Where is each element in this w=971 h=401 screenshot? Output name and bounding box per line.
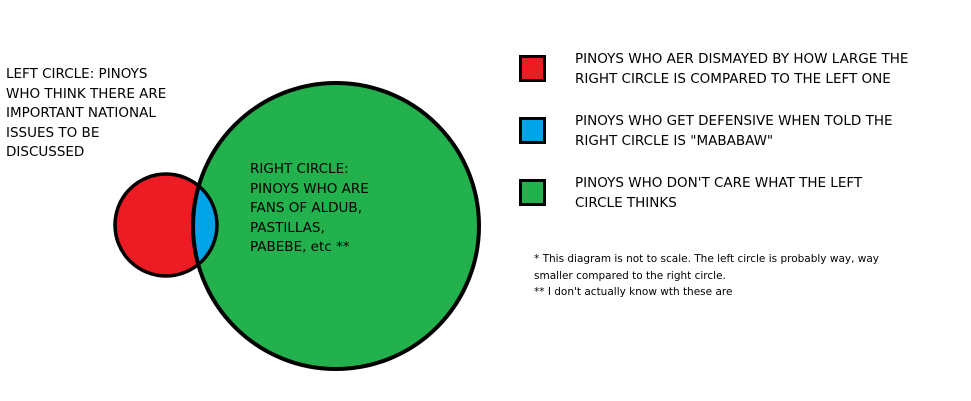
legend-line: RIGHT CIRCLE IS "MABABAW" (575, 133, 774, 149)
legend-swatch-blue (519, 117, 546, 144)
footnote-line: ** I don't actually know wth these are (534, 286, 733, 298)
footnote-line: smaller compared to the right circle. (534, 269, 726, 282)
footnote-line: * This diagram is not to scale. The left… (534, 253, 880, 265)
legend-swatch-red (519, 55, 546, 82)
right-label-line: PASTILLAS, (250, 219, 325, 236)
left-circle-outline (113, 172, 219, 278)
left-label-line: DISCUSSED (6, 144, 85, 160)
legend-line: PINOYS WHO DON'T CARE WHAT THE LEFT (575, 175, 863, 191)
footnotes: * This diagram is not to scale. The left… (534, 251, 879, 301)
legend-line: CIRCLE THINKS (575, 195, 677, 211)
legend-text: PINOYS WHO DON'T CARE WHAT THE LEFT CIRC… (575, 173, 862, 213)
right-label-line: RIGHT CIRCLE: (250, 161, 349, 177)
right-label-line: PABEBE, etc ** (250, 239, 350, 255)
right-circle-outline (191, 81, 481, 371)
left-label-line: LEFT CIRCLE: PINOYS (6, 66, 148, 82)
left-circle (115, 174, 217, 276)
legend-line: RIGHT CIRCLE IS COMPARED TO THE LEFT ONE (575, 71, 891, 87)
left-label-line: ISSUES TO BE (6, 124, 100, 141)
right-circle (193, 83, 479, 369)
right-circle-label: RIGHT CIRCLE: PINOYS WHO ARE FANS OF ALD… (250, 160, 420, 258)
left-label-line: WHO THINK THERE ARE (6, 85, 167, 102)
legend-swatch-green (519, 179, 546, 206)
left-circle-label: LEFT CIRCLE: PINOYS WHO THINK THERE ARE … (6, 65, 206, 163)
right-label-line: PINOYS WHO ARE (250, 180, 369, 197)
right-label-line: FANS OF ALDUB, (250, 200, 362, 216)
legend-text: PINOYS WHO AER DISMAYED BY HOW LARGE THE… (575, 49, 908, 89)
legend-line: PINOYS WHO AER DISMAYED BY HOW LARGE THE (575, 51, 909, 67)
left-label-line: IMPORTANT NATIONAL (6, 105, 156, 121)
legend-line: PINOYS WHO GET DEFENSIVE WHEN TOLD THE (575, 113, 893, 129)
legend-text: PINOYS WHO GET DEFENSIVE WHEN TOLD THE R… (575, 111, 893, 151)
